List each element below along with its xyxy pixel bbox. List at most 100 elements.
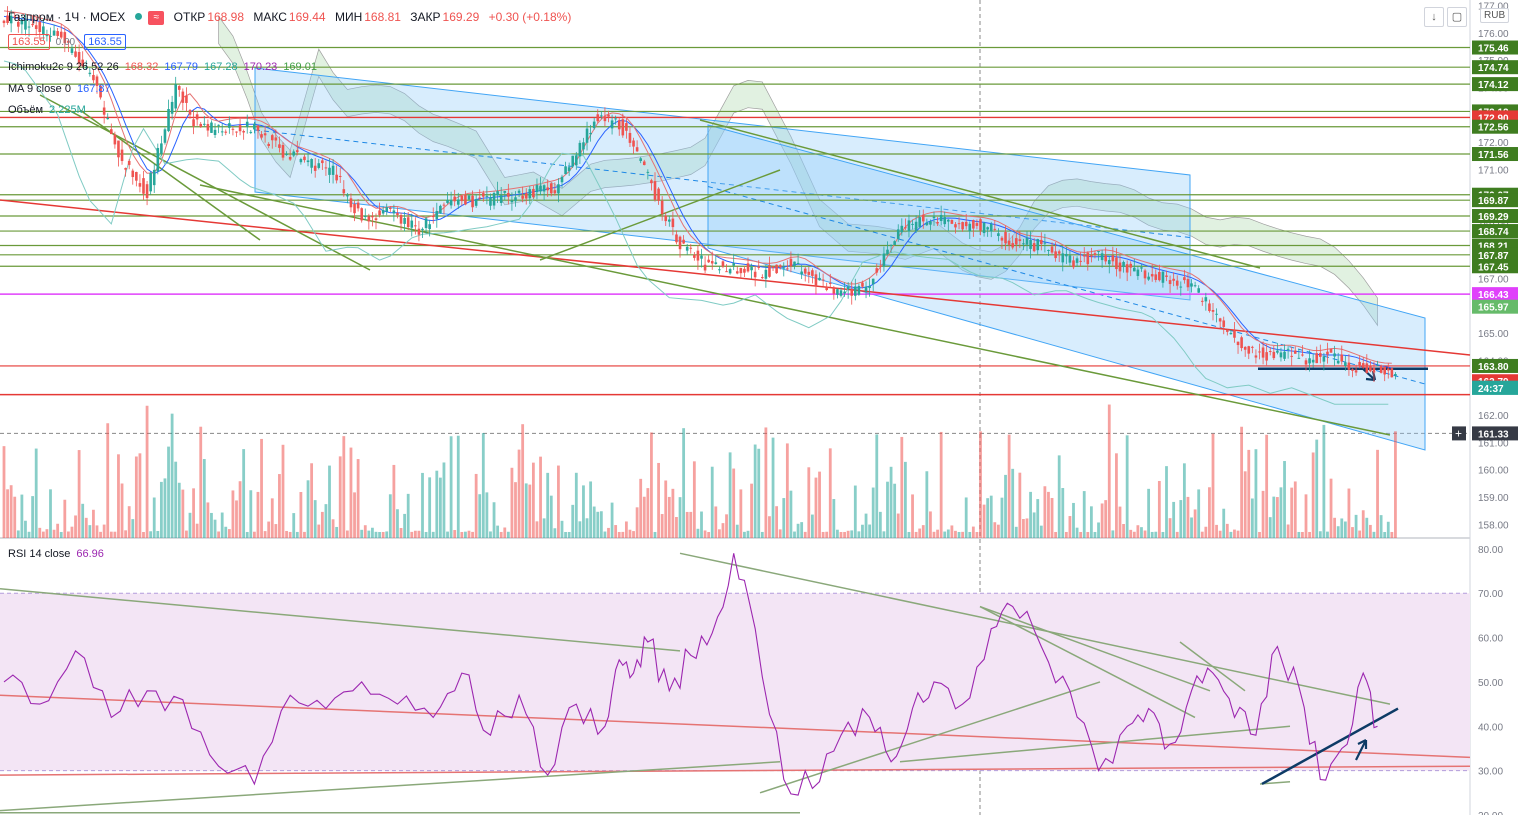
scroll-down-icon[interactable]: ↓ [1424,7,1444,27]
volume-bar [1011,468,1015,538]
horizontal-levels [0,46,1470,396]
candle-body [1236,341,1240,346]
candle-body [392,210,396,214]
volume-bar [700,511,703,538]
candle-body [882,253,886,267]
rsi-navy-trend [1261,707,1399,786]
candle-body [70,48,74,53]
ma-legend[interactable]: MA 9 close 0 167.87 [8,83,111,95]
volume-bar [20,494,24,538]
ask-button[interactable]: 163.55 [84,34,126,50]
candle-body [617,120,621,130]
volume-bar [1154,531,1158,538]
candle-body [1004,231,1007,244]
candle-body [160,143,163,154]
symbol-title[interactable]: Газпром · 1Ч · MOEX [8,10,126,24]
volume-bar [1168,518,1172,538]
candle-body [1022,243,1025,245]
volume-bar [964,497,968,538]
volume-bar [406,493,410,538]
candle-body [1168,280,1172,285]
candle-body [1218,318,1222,322]
volume-bar [120,483,124,538]
candle-body [1029,240,1032,249]
candle-body [356,202,360,209]
volume-bar [803,531,807,538]
candle-body [972,220,975,229]
price-label-bg [1472,40,1518,55]
candle-body [478,197,482,199]
candle-body [861,282,864,287]
candle-body [1025,237,1029,245]
volume-bar [6,489,9,538]
volume-bar [202,459,206,538]
volume-bar [124,530,128,538]
volume-bar [1057,455,1061,538]
volume-bar [689,511,693,538]
candle-body [585,128,589,143]
bid-button[interactable]: 163.55 [8,34,50,50]
candle-body [886,249,889,255]
volume-bar [735,524,739,538]
candle-body [1272,351,1276,359]
price-label-bg [1472,60,1518,75]
candle-body [403,218,406,224]
candle-body [603,116,607,122]
candle-body [421,228,424,231]
candle-body [549,183,553,194]
volume-bar [417,530,421,538]
candle-body [793,261,796,267]
candle-body [1075,258,1079,263]
volume-bar [1072,502,1075,538]
candle-body [528,189,532,199]
volume-bar [728,452,732,538]
ichimoku-legend[interactable]: Ichimoku2c 9 26 52 26 168.32 167.79 167.28 1… [8,61,317,73]
volume-bar [907,531,911,538]
candle-body [6,15,9,23]
green-trend-1 [39,94,371,271]
fullscreen-icon[interactable]: ▢ [1447,7,1467,27]
candle-body [650,180,653,184]
volume-bar [381,531,385,538]
rsi-legend[interactable]: RSI 14 close 66.96 [8,548,104,560]
volume-bar [331,519,335,538]
volume-bar [1054,531,1058,538]
candle-body [1361,363,1365,368]
candle-body [267,143,270,146]
volume-legend[interactable]: Объём 2.225M [8,104,86,116]
volume-bar [1329,478,1333,538]
candle-body [896,229,900,239]
volume-bar [1368,524,1372,538]
candle-body [270,135,274,141]
spread-value: 0.00 [55,37,76,48]
currency-badge[interactable]: RUB [1480,8,1510,23]
alert-flag-icon[interactable]: ≈ [148,10,165,25]
volume-bar [632,531,635,538]
volume-bar [1197,489,1201,538]
channel-median-2 [707,186,1426,385]
volume-bar [49,489,52,538]
candle-body [38,21,42,33]
candle-body [1143,270,1147,279]
volume-bar [2,446,6,538]
price-tick-label: 176.00 [1478,29,1509,40]
tenkan-line [3,10,1392,364]
green-trend-3 [199,184,1391,436]
candle-body [914,221,918,231]
candle-body [564,166,567,175]
volume-bar [531,462,535,538]
candle-body [592,121,596,129]
volume-bar [467,530,471,538]
candle-body [203,123,206,125]
volume-bar [1204,526,1208,538]
candle-body [31,24,34,26]
candle-body [1301,354,1304,356]
volume-bar [1014,526,1018,538]
candle-body [947,219,950,222]
candle-body [1297,357,1301,359]
volume-bar [639,478,643,538]
price-label: 24:37 [1478,384,1504,395]
volume-bar [1032,512,1036,538]
candle-body [34,25,38,30]
volume-bar [1064,531,1068,538]
